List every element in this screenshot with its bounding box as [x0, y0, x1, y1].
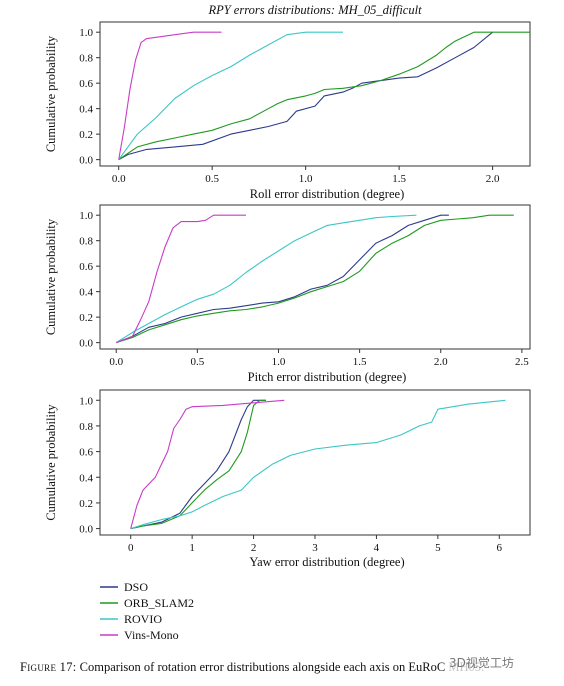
y-tick-label: 0.0 — [79, 524, 93, 536]
series-line-dso — [118, 31, 493, 161]
x-tick-label: 2 — [251, 542, 257, 554]
x-tick-label: 6 — [497, 542, 503, 554]
y-tick-label: 0.6 — [79, 261, 93, 273]
figure-caption: Figure 17: Comparison of rotation error … — [20, 660, 484, 675]
plot-frame — [99, 21, 531, 167]
subplot-2: 0.0 0.5 1.0 1.5 2.0 2.5 0.0 0.2 0.4 0.6 0.8 1.0 Pitc… — [44, 204, 531, 384]
caption-text: Comparison of rotation error distributio… — [79, 660, 485, 674]
series-line-dso — [116, 214, 449, 344]
series-line-orb-slam2 — [118, 31, 530, 161]
x-tick-label: 1.5 — [353, 356, 367, 368]
legend-label: ROVIO — [124, 612, 162, 626]
series-line-rovio — [130, 399, 506, 530]
y-tick-label: 1.0 — [79, 210, 93, 222]
x-axis-label: Pitch error distribution (degree) — [248, 370, 407, 384]
y-tick-label: 0.6 — [79, 447, 93, 459]
y-axis-label: Cumulative probability — [44, 35, 58, 152]
x-axis-label: Yaw error distribution (degree) — [249, 555, 404, 569]
y-tick-label: 0.2 — [79, 498, 93, 510]
y-tick-label: 0.0 — [79, 338, 93, 350]
x-tick-label: 0 — [128, 542, 134, 554]
series-line-vins-mono — [130, 399, 285, 529]
y-tick-label: 0.4 — [79, 472, 93, 484]
figure-title: RPY errors distributions: MH_05_difficul… — [207, 3, 422, 17]
legend-label: ORB_SLAM2 — [124, 596, 194, 610]
plot-frame — [99, 204, 531, 350]
series-line-vins-mono — [116, 214, 246, 344]
x-tick-label: 1.0 — [272, 356, 286, 368]
x-tick-label: 2.0 — [486, 173, 500, 185]
series-line-orb-slam2 — [116, 214, 514, 344]
x-tick-label: 1.0 — [299, 173, 313, 185]
legend-label: DSO — [124, 580, 148, 594]
x-tick-label: 0.0 — [112, 173, 126, 185]
y-tick-label: 0.8 — [79, 53, 93, 65]
x-tick-label: 4 — [374, 542, 380, 554]
y-tick-label: 0.6 — [79, 78, 93, 90]
y-axis-label: Cumulative probability — [44, 218, 58, 335]
legend-label: Vins-Mono — [124, 628, 179, 642]
y-tick-label: 1.0 — [79, 27, 93, 39]
y-tick-label: 0.2 — [79, 312, 93, 324]
legend: DSO ORB_SLAM2 ROVIO Vins-Mono — [100, 580, 194, 642]
y-tick-label: 1.0 — [79, 395, 93, 407]
y-tick-label: 0.8 — [79, 421, 93, 433]
caption-label: Figure 17: — [20, 660, 77, 674]
series-line-rovio — [118, 31, 343, 160]
x-tick-label: 1.5 — [392, 173, 406, 185]
x-tick-label: 0.0 — [109, 356, 123, 368]
y-axis-label: Cumulative probability — [44, 404, 58, 521]
watermark-logo: 3D视觉工坊 — [446, 653, 517, 672]
series-line-rovio — [115, 214, 417, 344]
y-tick-label: 0.2 — [79, 129, 93, 141]
y-tick-label: 0.4 — [79, 287, 93, 299]
y-tick-label: 0.0 — [79, 155, 93, 167]
series-line-dso — [130, 399, 266, 530]
x-tick-label: 2.0 — [434, 356, 448, 368]
y-tick-label: 0.4 — [79, 104, 93, 116]
x-tick-label: 2.5 — [515, 356, 529, 368]
series-line-vins-mono — [118, 31, 222, 160]
x-tick-label: 5 — [435, 542, 441, 554]
x-tick-label: 0.5 — [190, 356, 204, 368]
series-line-orb-slam2 — [130, 399, 266, 530]
x-tick-label: 1 — [189, 542, 195, 554]
x-tick-label: 3 — [312, 542, 318, 554]
y-tick-label: 0.8 — [79, 236, 93, 248]
subplot-1: 0.0 0.5 1.0 1.5 2.0 0.0 0.2 0.4 0.6 0.8 1.0 Roll er… — [44, 21, 531, 201]
x-tick-label: 0.5 — [205, 173, 219, 185]
plot-frame — [99, 389, 531, 536]
x-axis-label: Roll error distribution (degree) — [250, 187, 404, 201]
subplot-3: 0 1 2 3 4 5 6 0.0 0.2 0.4 0.6 0.8 1.0 Yaw error distr… — [44, 389, 531, 569]
